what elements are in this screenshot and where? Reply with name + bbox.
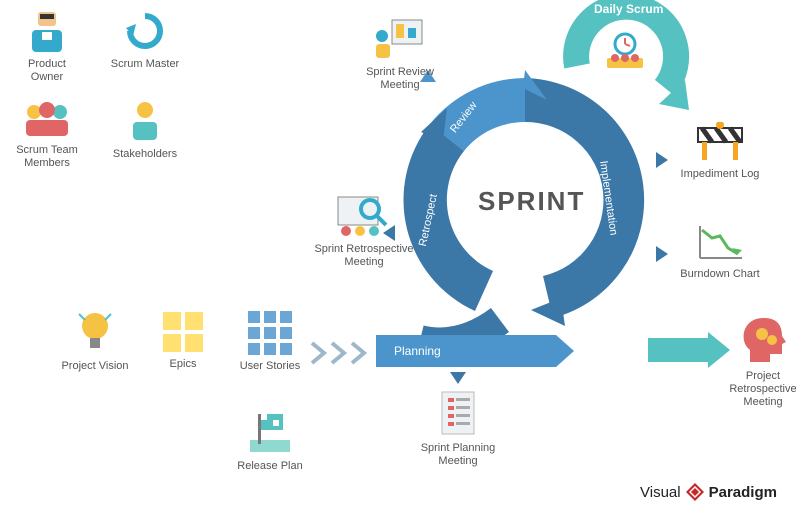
- brand-diamond-icon: [685, 482, 705, 502]
- artifact-label: Project Vision: [61, 360, 128, 373]
- phase-implementation: Implementation: [597, 160, 619, 236]
- bulb-person-icon: [124, 100, 166, 144]
- cycle-icon: [124, 10, 166, 54]
- artifact-project-vision: Project Vision: [60, 310, 130, 373]
- node-label: Sprint Review Meeting: [366, 66, 434, 92]
- node-label: Sprint Retrospective Meeting: [314, 243, 413, 269]
- chevron-2: [330, 341, 348, 370]
- role-stakeholders: Stakeholders: [110, 100, 180, 161]
- flag-icon: [248, 410, 292, 456]
- artifact-epics: Epics: [148, 310, 218, 371]
- burndown-icon: [694, 222, 746, 264]
- role-label: Product Owner: [12, 58, 82, 84]
- phase-review: Review: [448, 100, 480, 136]
- daily-scrum-label: Daily Scrum: [594, 2, 663, 16]
- postits4-icon: [161, 310, 205, 354]
- role-label: Scrum Master: [111, 58, 179, 71]
- burndown-chart: Burndown Chart: [670, 222, 770, 281]
- barrier-icon: [694, 122, 746, 164]
- node-label: Sprint Planning Meeting: [421, 442, 496, 468]
- chevron-3: [350, 341, 368, 370]
- artifact-label: User Stories: [240, 360, 301, 373]
- project-retrospective-meeting: Project Retrospective Meeting: [718, 316, 808, 410]
- sprint-planning-meeting: Sprint Planning Meeting: [408, 390, 508, 468]
- team-icon: [22, 100, 72, 140]
- role-label: Stakeholders: [113, 148, 177, 161]
- brand-logo: Visual Paradigm: [640, 482, 777, 502]
- sprint-retrospective-meeting: Sprint Retrospective Meeting: [314, 195, 414, 269]
- postits9-icon: [247, 310, 293, 356]
- artifact-label: Release Plan: [237, 460, 302, 473]
- board-magnify-icon: [336, 195, 392, 239]
- brand-right: Paradigm: [709, 484, 777, 501]
- bulb-icon: [75, 310, 115, 356]
- phase-retrospect: Retrospect: [417, 193, 440, 248]
- role-product-owner: Product Owner: [12, 10, 82, 84]
- planning-bar: Planning: [376, 335, 556, 367]
- daily-scrum-icon: [600, 32, 650, 76]
- impediment-log: Impediment Log: [670, 122, 770, 181]
- center-title: SPRINT: [478, 186, 585, 217]
- tri-down: [450, 372, 466, 384]
- artifact-label: Epics: [170, 358, 197, 371]
- role-scrum-team: Scrum Team Members: [12, 100, 82, 170]
- planning-label: Planning: [394, 344, 441, 358]
- role-label: Scrum Team Members: [16, 144, 78, 170]
- head-gears-icon: [738, 316, 788, 366]
- tri-right-2: [656, 246, 668, 262]
- doc-list-icon: [436, 390, 480, 438]
- artifact-release-plan: Release Plan: [235, 410, 305, 473]
- sprint-review-meeting: Sprint Review Meeting: [355, 18, 445, 92]
- artifact-user-stories: User Stories: [235, 310, 305, 373]
- person-icon: [26, 10, 68, 54]
- clock-team-icon: [601, 32, 649, 76]
- chevron-1: [310, 341, 328, 370]
- brand-left: Visual: [640, 484, 681, 501]
- node-label: Burndown Chart: [680, 268, 760, 281]
- role-scrum-master: Scrum Master: [110, 10, 180, 71]
- tri-right-1: [656, 152, 668, 168]
- exit-arrow: [648, 338, 708, 362]
- board-person-icon: [374, 18, 426, 62]
- node-label: Impediment Log: [681, 168, 760, 181]
- node-label: Project Retrospective Meeting: [718, 370, 808, 410]
